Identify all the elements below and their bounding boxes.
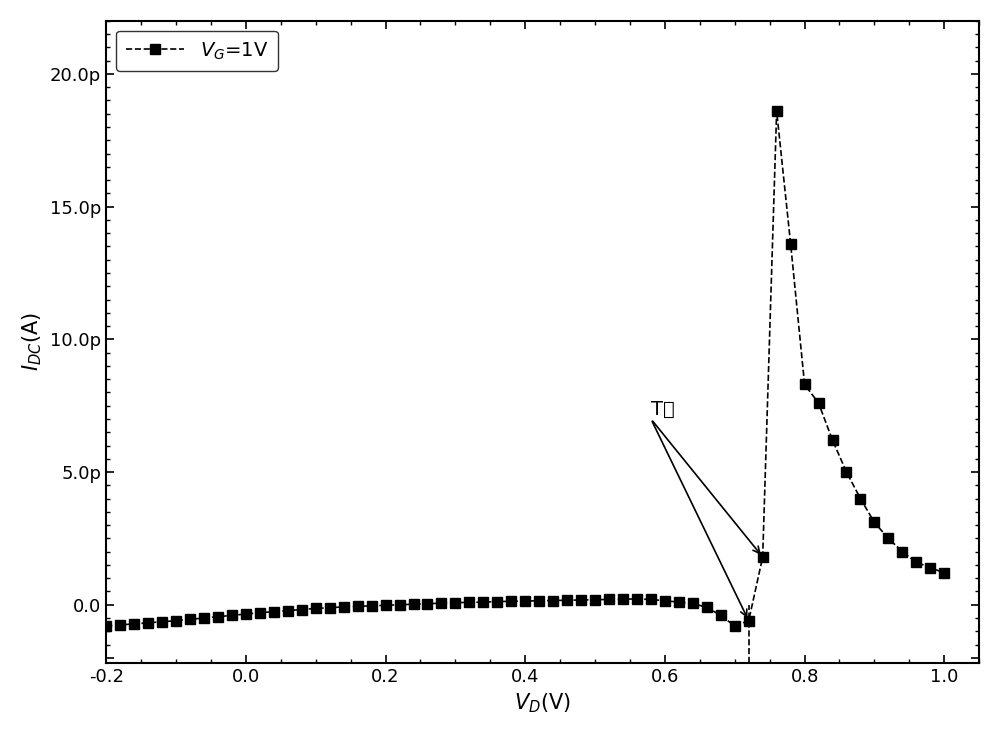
$V_{G}$=1V: [938, 568, 950, 577]
$V_{G}$=1V: [394, 601, 406, 609]
X-axis label: $V_{D}$(V): $V_{D}$(V): [514, 692, 571, 715]
$V_{G}$=1V: [268, 607, 280, 616]
Y-axis label: $I_{DC}$(A): $I_{DC}$(A): [21, 313, 44, 372]
Line: $V_{G}$=1V: $V_{G}$=1V: [101, 106, 949, 631]
$V_{G}$=1V: [100, 622, 112, 631]
$V_{G}$=1V: [296, 605, 308, 614]
$V_{G}$=1V: [771, 107, 783, 116]
Legend: $V_{G}$=1V: $V_{G}$=1V: [116, 31, 278, 71]
$V_{G}$=1V: [547, 596, 559, 605]
$V_{G}$=1V: [840, 467, 852, 476]
Text: T点: T点: [651, 400, 675, 419]
$V_{G}$=1V: [603, 595, 615, 604]
